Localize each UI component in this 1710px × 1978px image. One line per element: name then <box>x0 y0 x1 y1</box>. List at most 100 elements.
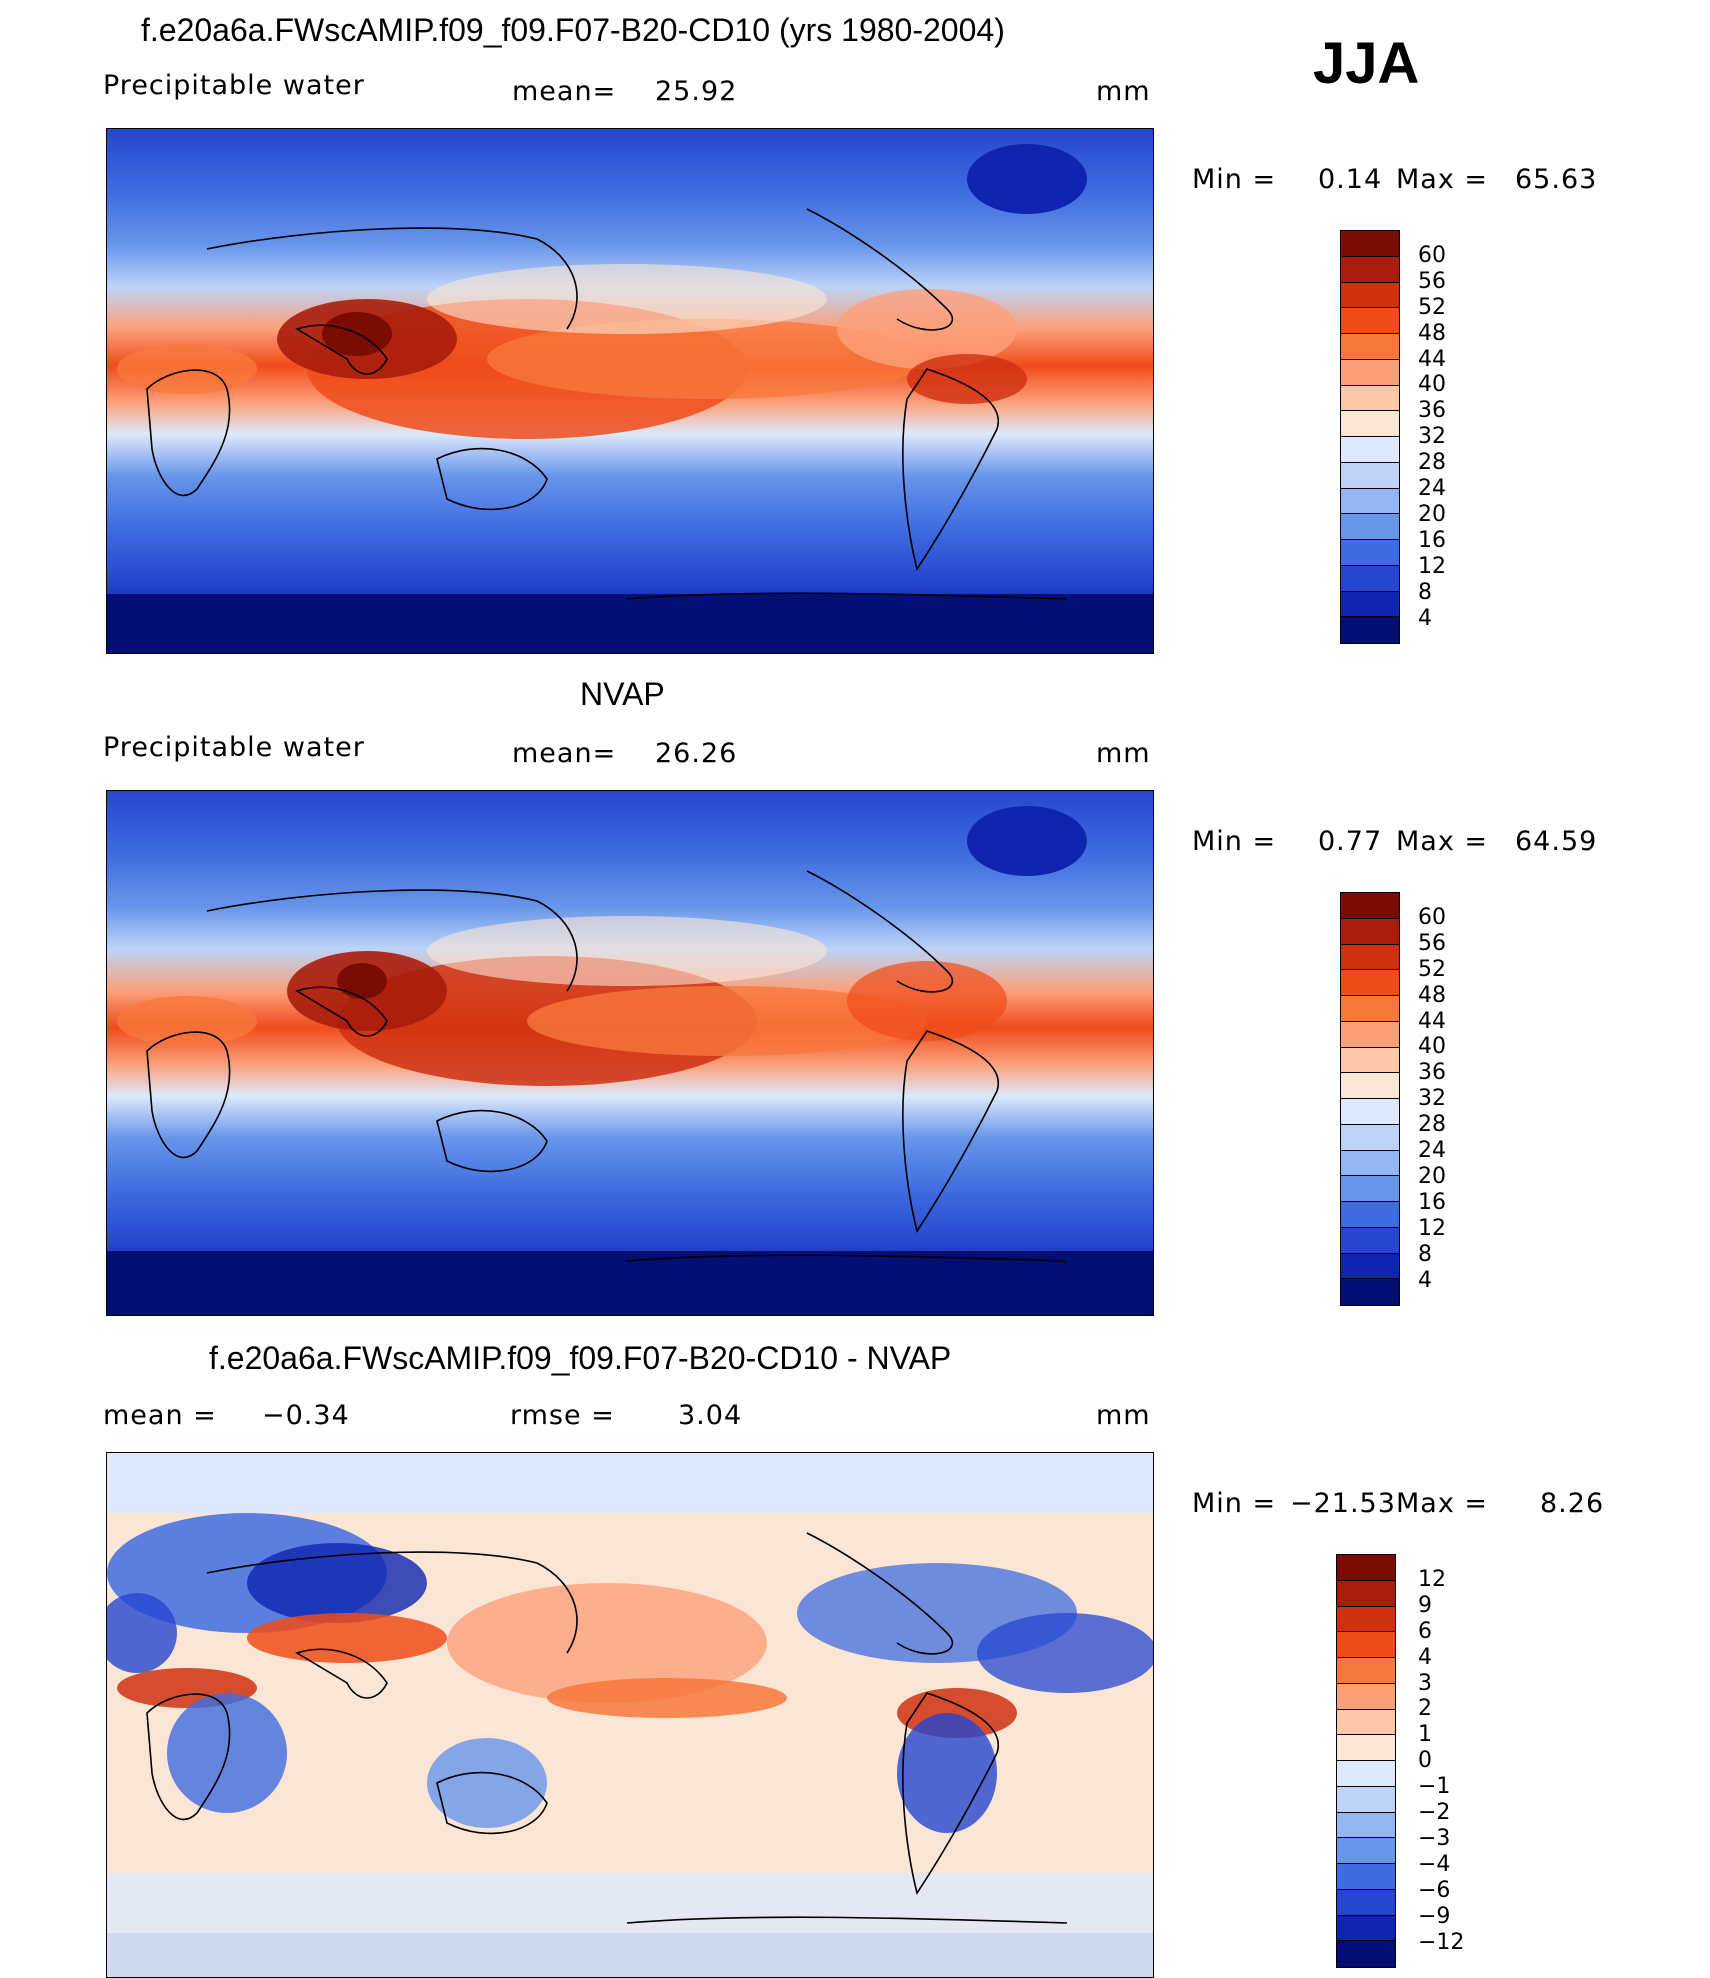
coastlines <box>146 1532 1068 1924</box>
colorbar-tick-label: 44 <box>1418 346 1446 372</box>
colorbar-swatch <box>1337 1606 1395 1633</box>
colorbar-swatch <box>1337 1786 1395 1813</box>
colorbar-swatch <box>1341 617 1399 643</box>
colorbar-tick-label: 1 <box>1418 1722 1432 1748</box>
diff-mean-label: mean = <box>103 1400 217 1431</box>
colorbar-swatch <box>1341 1099 1399 1125</box>
colorbar-swatch <box>1341 488 1399 515</box>
panel-title-model: f.e20a6a.FWscAMIP.f09_f09.F07-B20-CD10 (… <box>141 12 1005 48</box>
colorbar-tick-label: 16 <box>1418 1189 1446 1215</box>
colorbar-swatch <box>1337 1812 1395 1839</box>
colorbar-swatch <box>1337 1632 1395 1658</box>
coastlines <box>146 208 1068 600</box>
colorbar-swatch <box>1341 1021 1399 1048</box>
colorbar-tick-label: −2 <box>1418 1800 1451 1825</box>
colorbar-tick-label: 36 <box>1418 398 1446 424</box>
colorbar-swatch <box>1337 1658 1395 1684</box>
colorbar-swatch <box>1337 1838 1395 1864</box>
map-diff <box>106 1452 1154 1978</box>
panel-title-obs: NVAP <box>580 676 665 712</box>
colorbar-tick-label: −3 <box>1418 1825 1451 1851</box>
units-label-model: mm <box>1096 76 1151 107</box>
colorbar-tick-label: 20 <box>1418 501 1446 527</box>
colorbar-swatch <box>1341 893 1399 919</box>
colorbar-tick-label: 56 <box>1418 268 1446 294</box>
colorbar-tick-label: −1 <box>1418 1774 1451 1800</box>
colorbar-obs <box>1340 892 1400 1306</box>
colorbar-tick-label: 12 <box>1418 1215 1446 1241</box>
colorbar-swatch <box>1341 282 1399 309</box>
max-value-model: 65.63 <box>1515 164 1598 195</box>
colorbar-tick-label: 32 <box>1418 424 1446 450</box>
max-label-model: Max = <box>1396 164 1489 195</box>
colorbar-tick-label: 3 <box>1418 1670 1432 1696</box>
diff-mean-value: −0.34 <box>262 1400 350 1431</box>
min-value-model: 0.14 <box>1318 164 1383 195</box>
colorbar-tick-label: 28 <box>1418 1112 1446 1138</box>
mean-label-obs: mean= <box>512 738 617 769</box>
colorbar-tick-label: 12 <box>1418 553 1446 579</box>
colorbar-swatch <box>1341 1227 1399 1254</box>
colorbar-tick-label: 24 <box>1418 1138 1446 1163</box>
colorbar-tick-label: 28 <box>1418 450 1446 476</box>
colorbar-tick-label: 4 <box>1418 1644 1432 1670</box>
max-label-obs: Max = <box>1396 826 1489 857</box>
map-obs <box>106 790 1154 1316</box>
colorbar-swatch <box>1341 334 1399 360</box>
max-label-diff: Max = <box>1396 1488 1489 1519</box>
colorbar-tick-label: 52 <box>1418 956 1446 982</box>
colorbar-tick-label: 52 <box>1418 294 1446 320</box>
colorbar-tick-label: −6 <box>1418 1877 1451 1903</box>
colorbar-tick-label: 60 <box>1418 242 1446 268</box>
colorbar-swatch <box>1337 1683 1395 1710</box>
colorbar-tick-label: 44 <box>1418 1008 1446 1034</box>
colorbar-swatch <box>1341 591 1399 618</box>
colorbar-swatch <box>1337 1915 1395 1942</box>
colorbar-tick-label: 8 <box>1418 579 1432 605</box>
max-value-diff: 8.26 <box>1540 1488 1605 1519</box>
colorbar-swatch <box>1341 231 1399 257</box>
colorbar-tick-label: 0 <box>1418 1748 1432 1774</box>
min-label-model: Min = <box>1192 164 1277 195</box>
colorbar-tick-label: 32 <box>1418 1086 1446 1112</box>
colorbar-swatch <box>1341 1202 1399 1228</box>
min-value-diff: −21.53 <box>1290 1488 1396 1519</box>
colorbar-swatch <box>1337 1555 1395 1581</box>
colorbar-swatch <box>1341 411 1399 437</box>
coastlines <box>146 870 1068 1262</box>
panel-title-diff: f.e20a6a.FWscAMIP.f09_f09.F07-B20-CD10 -… <box>209 1340 952 1376</box>
colorbar-swatch <box>1341 1176 1399 1202</box>
colorbar-tick-label: 4 <box>1418 1267 1432 1293</box>
colorbar-tick-label: 40 <box>1418 372 1446 398</box>
units-label-diff: mm <box>1096 1400 1151 1431</box>
colorbar-swatch <box>1341 462 1399 489</box>
colorbar-swatch <box>1341 1253 1399 1280</box>
colorbar-tick-label: −9 <box>1418 1903 1451 1929</box>
colorbar-swatch <box>1341 970 1399 996</box>
colorbar-swatch <box>1341 944 1399 971</box>
colorbar-swatch <box>1341 514 1399 540</box>
map-model-field <box>107 129 1153 653</box>
colorbar-swatch <box>1341 918 1399 945</box>
colorbar-swatch <box>1341 308 1399 334</box>
max-value-obs: 64.59 <box>1515 826 1598 857</box>
colorbar-swatch <box>1337 1941 1395 1967</box>
map-model <box>106 128 1154 654</box>
colorbar-tick-label: 16 <box>1418 527 1446 553</box>
colorbar-swatch <box>1337 1864 1395 1890</box>
colorbar-swatch <box>1341 437 1399 463</box>
colorbar-swatch <box>1337 1761 1395 1787</box>
colorbar-tick-label: 9 <box>1418 1592 1432 1618</box>
colorbar-tick-label: 20 <box>1418 1163 1446 1189</box>
colorbar-swatch <box>1341 1073 1399 1099</box>
rmse-value: 3.04 <box>678 1400 743 1431</box>
map-obs-field <box>107 791 1153 1315</box>
colorbar-swatch <box>1337 1735 1395 1761</box>
colorbar-tick-label: 36 <box>1418 1060 1446 1086</box>
colorbar-tick-label: 60 <box>1418 904 1446 930</box>
map-diff-field <box>107 1453 1153 1977</box>
colorbar-tick-label: 48 <box>1418 320 1446 346</box>
colorbar-swatch <box>1341 1124 1399 1151</box>
colorbar-diff <box>1336 1554 1396 1968</box>
colorbar-swatch <box>1341 540 1399 566</box>
